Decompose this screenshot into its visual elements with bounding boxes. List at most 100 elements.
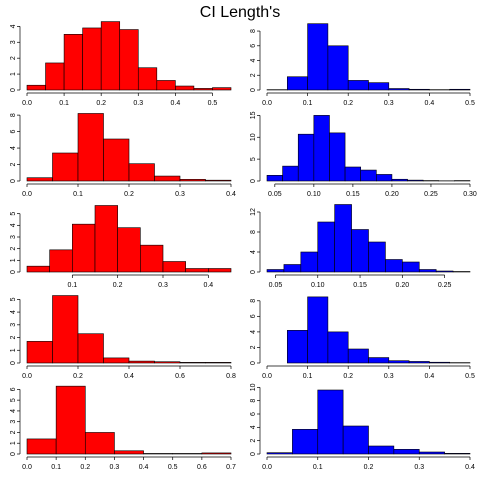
- y-tick-label: 1: [10, 72, 17, 76]
- x-tick-label: 0.20: [385, 191, 399, 198]
- bar: [179, 362, 206, 364]
- bar: [45, 62, 65, 91]
- x-tick-label: 0.15: [346, 191, 360, 198]
- figure-title: CI Length's: [200, 4, 280, 21]
- bar: [84, 432, 115, 455]
- x-tick-label: 0.3: [110, 464, 120, 471]
- bar: [368, 241, 386, 273]
- x-tick-label: 0.0: [22, 100, 32, 107]
- x-tick-label: 0.5: [465, 373, 475, 380]
- x-tick-label: 0.0: [262, 464, 272, 471]
- y-tick-label: 4: [250, 425, 257, 429]
- bar: [418, 269, 437, 273]
- y-tick-label: 15: [250, 111, 257, 119]
- bar: [297, 133, 315, 182]
- bar: [444, 453, 471, 455]
- x-tick-label: 0.2: [80, 464, 90, 471]
- bar: [449, 88, 471, 91]
- x-tick-label: 0.1: [313, 464, 323, 471]
- y-tick-label: 6: [10, 130, 17, 134]
- x-tick-label: 0.1: [51, 464, 61, 471]
- bar: [408, 88, 430, 91]
- y-tick-label: 8: [250, 230, 257, 234]
- y-tick-label: 8: [250, 299, 257, 303]
- bar: [26, 341, 53, 364]
- bar: [162, 261, 186, 273]
- y-tick-label: 4: [250, 330, 257, 334]
- y-tick-label: 6: [10, 387, 17, 391]
- bar: [360, 169, 377, 182]
- y-tick-label: 1: [10, 258, 17, 262]
- y-tick-label: 0: [250, 361, 257, 365]
- x-tick-label: 0.3: [175, 191, 185, 198]
- bar: [77, 113, 104, 182]
- bar: [388, 360, 410, 364]
- x-tick-label: 0.0: [22, 373, 32, 380]
- bar: [63, 34, 83, 91]
- x-tick-label: 0.4: [425, 373, 435, 380]
- bar: [317, 389, 344, 455]
- y-tick-label: 2: [10, 335, 17, 339]
- x-tick-label: 0.5: [465, 100, 475, 107]
- bar: [334, 204, 352, 273]
- y-tick-label: 2: [10, 56, 17, 60]
- x-tick-label: 0.3: [414, 464, 424, 471]
- bar: [26, 84, 46, 91]
- bar: [327, 45, 349, 91]
- bar: [385, 259, 403, 273]
- x-tick-label: 0.5: [208, 100, 218, 107]
- bar: [119, 29, 139, 91]
- y-tick-label: 5: [10, 212, 17, 216]
- y-tick-label: 0: [10, 270, 17, 274]
- y-tick-label: 4: [250, 58, 257, 62]
- bar: [376, 174, 393, 182]
- bar: [344, 166, 361, 182]
- x-tick-label: 0.4: [226, 191, 236, 198]
- x-tick-label: 0.0: [262, 100, 272, 107]
- bar: [100, 21, 121, 91]
- bar: [55, 385, 86, 455]
- bar: [26, 438, 57, 455]
- bar: [143, 453, 174, 455]
- x-tick-label: 0.0: [262, 373, 272, 380]
- x-tick-label: 0.1: [303, 100, 313, 107]
- bar: [103, 357, 130, 364]
- x-tick-label: 0.30: [463, 191, 477, 198]
- x-tick-label: 0.2: [73, 373, 83, 380]
- y-tick-label: 10: [250, 133, 257, 141]
- x-tick-label: 0.25: [438, 282, 452, 289]
- x-tick-label: 0.10: [307, 191, 321, 198]
- y-tick-label: 1: [10, 441, 17, 445]
- x-tick-label: 0.8: [226, 373, 236, 380]
- bar: [402, 261, 420, 273]
- bar: [77, 333, 104, 364]
- bar: [52, 152, 79, 182]
- bar: [49, 249, 73, 273]
- bar: [140, 244, 164, 273]
- y-tick-label: 6: [250, 44, 257, 48]
- bar: [266, 175, 283, 182]
- bar: [103, 138, 130, 182]
- bar: [128, 360, 155, 364]
- x-tick-label: 0.1: [67, 282, 77, 289]
- bar: [317, 221, 335, 273]
- x-tick-label: 0.4: [465, 464, 475, 471]
- x-tick-label: 0.4: [139, 464, 149, 471]
- y-tick-label: 4: [10, 409, 17, 413]
- x-tick-label: 0.7: [226, 464, 236, 471]
- y-tick-label: 3: [10, 40, 17, 44]
- x-tick-label: 0.4: [203, 282, 213, 289]
- bar: [82, 27, 102, 91]
- bar: [114, 450, 144, 455]
- y-tick-label: 5: [250, 157, 257, 161]
- bar: [407, 179, 424, 182]
- bar: [282, 165, 299, 182]
- bar: [154, 361, 181, 364]
- y-tick-label: 3: [10, 235, 17, 239]
- y-tick-label: 8: [250, 399, 257, 403]
- x-tick-label: 0.3: [158, 282, 168, 289]
- bar: [72, 223, 96, 273]
- x-tick-label: 0.5: [168, 464, 178, 471]
- y-tick-label: 1: [10, 348, 17, 352]
- bar: [137, 67, 158, 91]
